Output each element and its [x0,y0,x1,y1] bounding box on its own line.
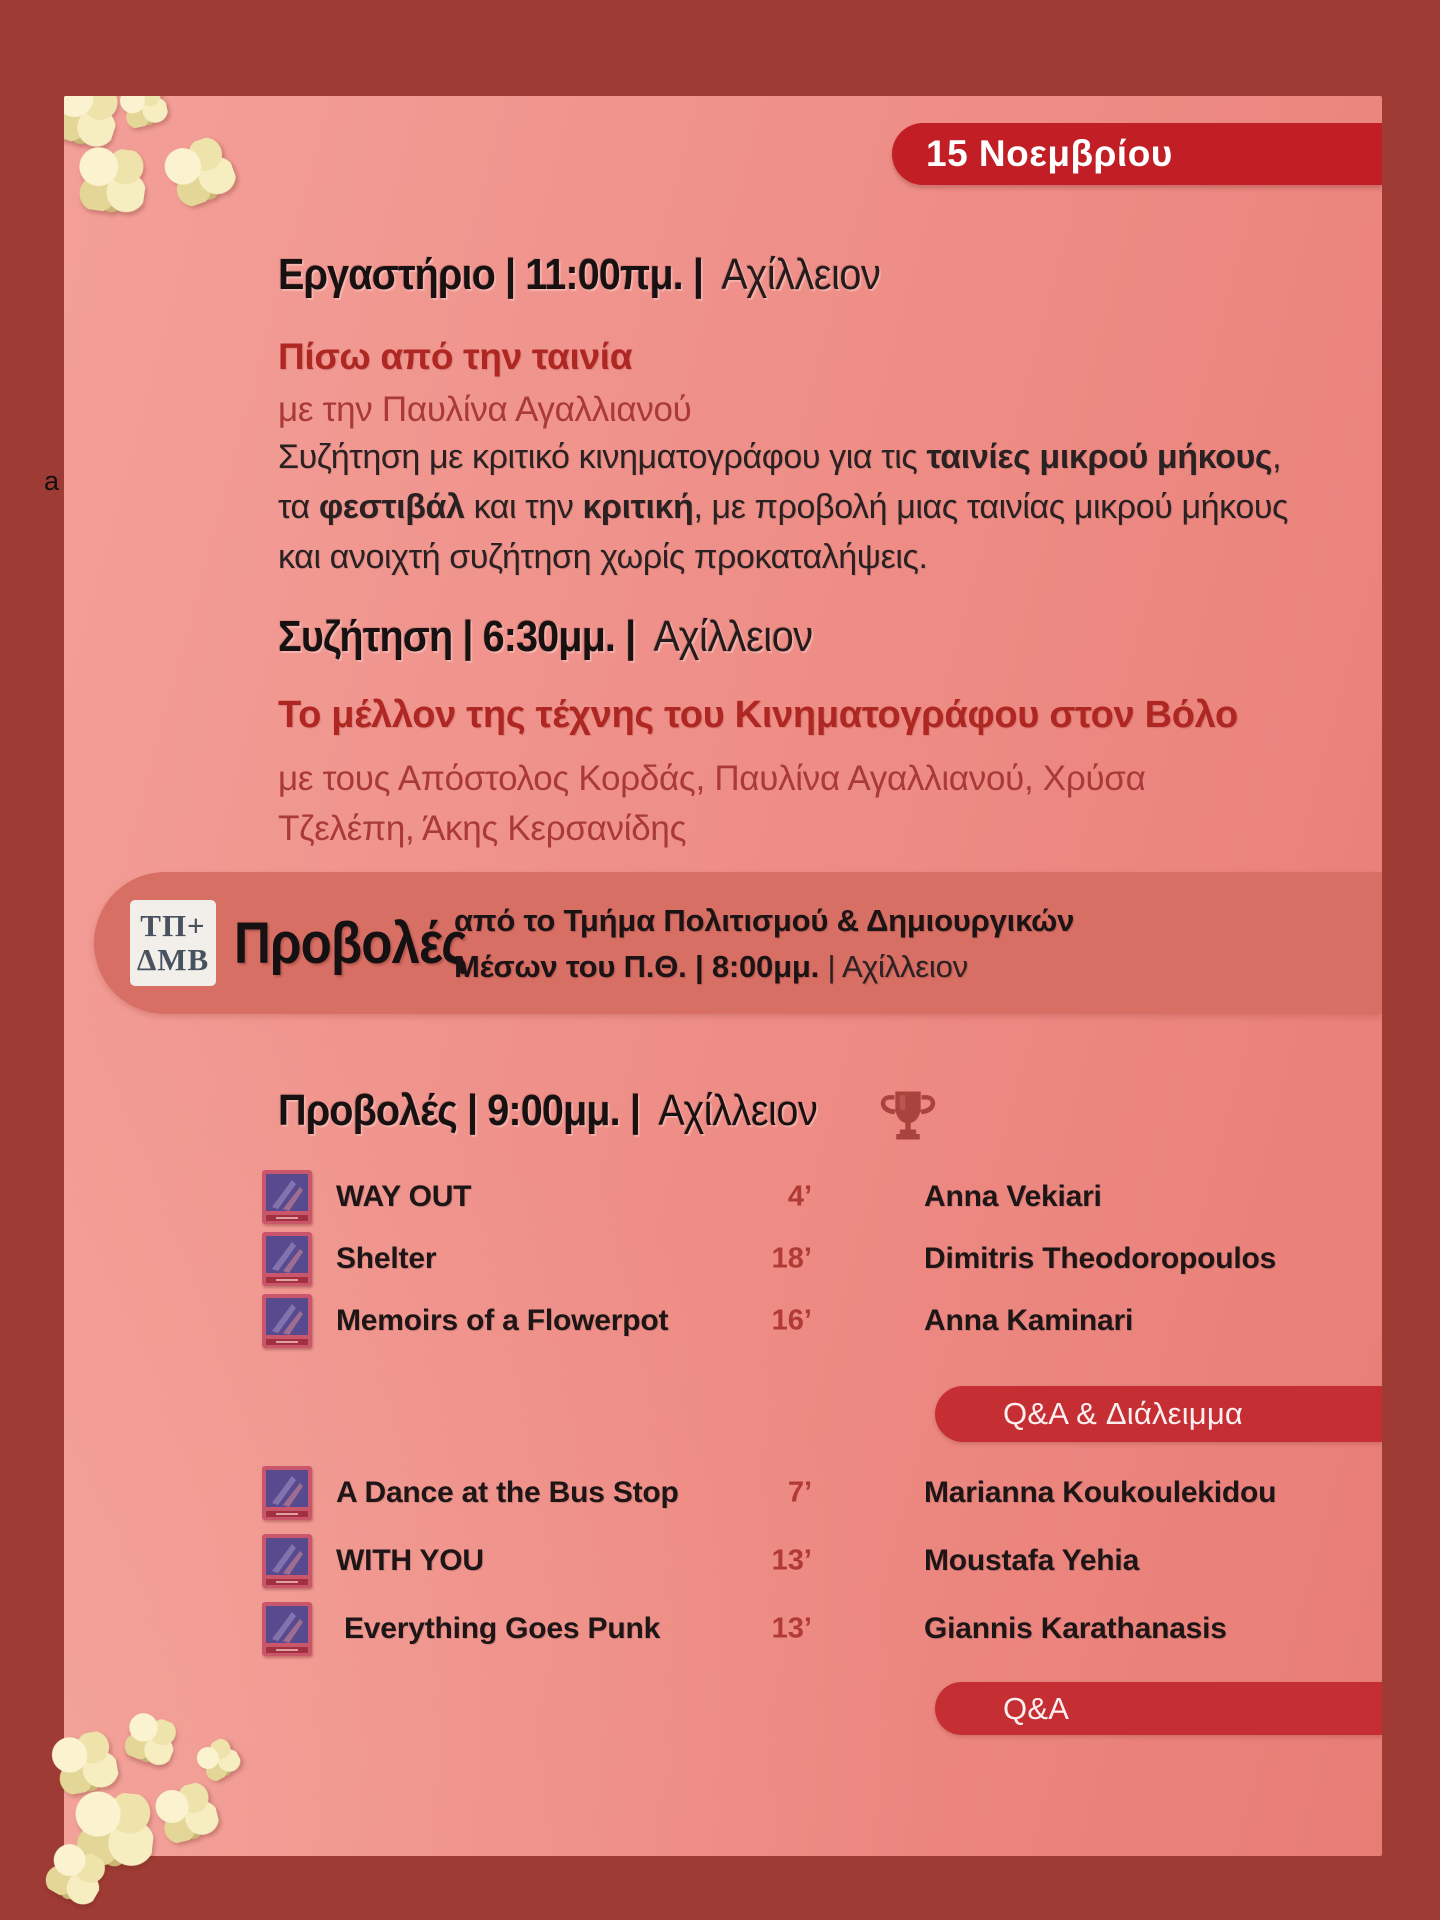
banner-info-line-1: από το Τμήμα Πολιτισμού & Δημιουργικών [454,903,1075,938]
film-title: A Dance at the Bus Stop [336,1476,679,1509]
film-director: Dimitris Theodoropoulos [924,1242,1277,1275]
film-thumbnail-icon [262,1294,312,1348]
film-thumbnail-icon [262,1170,312,1224]
film-title: WAY OUT [336,1180,472,1213]
discussion-header: Συζήτηση | 6:30μμ. | Αχίλλειον [278,612,813,662]
popcorn-icon [71,143,151,217]
film-row: Shelter 18’ Dimitris Theodoropoulos [262,1232,1342,1286]
popcorn-icon [157,132,241,212]
date-badge: 15 Νοεμβρίου [892,123,1382,185]
film-thumbnail-icon [262,1466,312,1520]
speakers-line-2: Τζελέπη, Άκης Κερσανίδης [278,809,687,848]
film-duration: 4’ [787,1180,812,1213]
workshop-title: Πίσω από την ταινία [278,336,633,377]
screening-header-text: Προβολές | 9:00μμ. | Αχίλλειον [278,1086,818,1135]
film-title: WITH YOU [336,1544,484,1577]
film-row: A Dance at the Bus Stop 7’ Marianna Kouk… [262,1466,1342,1520]
description-line-3: και ανοιχτή συζήτηση χωρίς προκαταλήψεις… [278,538,928,576]
film-thumbnail-icon [262,1534,312,1588]
film-director: Marianna Koukoulekidou [924,1476,1277,1509]
program-panel: 15 Νοεμβρίου Εργαστήριο | 11:00πμ. | Αχί… [64,96,1382,1856]
trophy-icon [881,1091,936,1140]
film-title: Everything Goes Punk [344,1612,661,1645]
workshop-header-venue: Αχίλλειον [721,250,881,299]
film-row: Everything Goes Punk 13’ Giannis Karatha… [262,1602,1342,1656]
film-thumbnail-icon [262,1602,312,1656]
discussion-title: Το μέλλον της τέχνης του Κινηματογράφου … [278,694,1238,736]
film-duration: 7’ [787,1476,812,1509]
screenings-banner: ΤΠ+ ΔΜΒ Προβολές από το Τμήμα Πολιτισμού… [94,872,1382,1014]
discussion-speakers: με τους Απόστολος Κορδάς, Παυλίνα Αγαλλι… [278,754,1146,854]
film-director: Anna Vekiari [924,1180,1102,1213]
speakers-line-1: με τους Απόστολος Κορδάς, Παυλίνα Αγαλλι… [278,759,1146,798]
qa-break-badge: Q&A & Διάλειμμα [935,1386,1382,1442]
film-duration: 13’ [771,1544,812,1577]
film-thumbnail-icon [262,1232,312,1286]
stray-letter: a [44,466,60,496]
film-row: WITH YOU 13’ Moustafa Yehia [262,1534,1342,1588]
workshop-header-time: Εργαστήριο | 11:00πμ. | [278,250,704,299]
logo-line-1: ΤΠ+ [140,908,206,943]
discussion-header-time: Συζήτηση | 6:30μμ. | [278,612,636,661]
discussion-header-venue: Αχίλλειον [653,612,814,661]
popcorn-icon [47,1728,121,1798]
film-row: WAY OUT 4’ Anna Vekiari [262,1170,1342,1224]
qa-badge: Q&A [935,1682,1382,1735]
film-director: Moustafa Yehia [924,1544,1140,1577]
workshop-header: Εργαστήριο | 11:00πμ. | Αχίλλειον [278,250,881,300]
film-title: Shelter [336,1242,437,1275]
banner-info: από το Τμήμα Πολιτισμού & Δημιουργικών Μ… [454,898,1074,990]
film-duration: 13’ [771,1612,812,1645]
film-title: Memoirs of a Flowerpot [336,1304,669,1337]
workshop-description: Συζήτηση με κριτικό κινηματογράφου για τ… [278,432,1288,582]
screening-header: Προβολές | 9:00μμ. | Αχίλλειον [278,1082,937,1140]
film-director: Anna Kaminari [924,1304,1134,1337]
description-line-2: τα φεστιβάλ και την κριτική, με προβολή … [278,488,1289,526]
film-row: Memoirs of a Flowerpot 16’ Anna Kaminari [262,1294,1342,1348]
film-director: Giannis Karathanasis [924,1612,1227,1645]
film-duration: 16’ [771,1304,812,1337]
description-line-1: Συζήτηση με κριτικό κινηματογράφου για τ… [278,438,1282,476]
popcorn-icon [116,96,170,131]
department-logo: ΤΠ+ ΔΜΒ [130,900,216,986]
workshop-speaker: με την Παυλίνα Αγαλλιανού [278,390,692,429]
banner-title: Προβολές [234,910,468,976]
logo-line-2: ΔΜΒ [136,942,210,977]
film-duration: 18’ [771,1242,812,1275]
banner-info-line-2: Μέσων του Π.Θ. | 8:00μμ. | Αχίλλειον [454,949,968,984]
